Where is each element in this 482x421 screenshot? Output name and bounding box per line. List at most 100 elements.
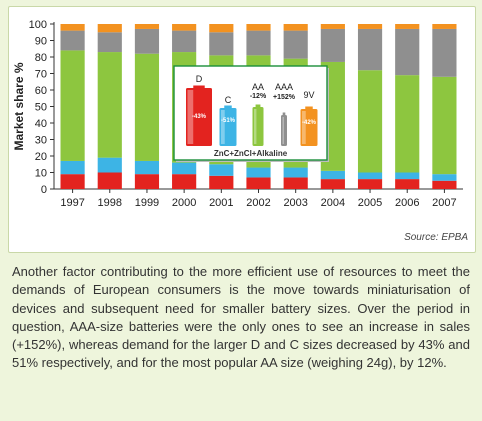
inset-battery-shine [302, 111, 306, 144]
bar-segment-1997-0 [60, 174, 85, 189]
y-axis-title: Market share % [12, 62, 26, 150]
bar-segment-2005-4 [357, 24, 383, 29]
bar-segment-2002-0 [246, 177, 271, 189]
y-tick-label: 0 [41, 184, 47, 196]
inset-battery-cap [282, 112, 286, 115]
x-tick-label: 2003 [283, 197, 307, 209]
inset-battery-shine [254, 109, 257, 144]
bar-segment-1999-1 [134, 160, 160, 175]
bar-segment-1997-4 [60, 24, 85, 31]
bar-segment-2001-4 [209, 24, 234, 33]
bar-segment-1998-3 [97, 32, 122, 53]
x-tick-label: 2005 [358, 197, 382, 209]
bar-segment-2005-3 [357, 28, 383, 71]
inset-battery-C [219, 108, 237, 146]
inset-label: AAA [275, 82, 293, 92]
y-tick-label: 100 [29, 19, 47, 31]
bar-segment-2000-4 [172, 24, 197, 31]
x-tick-label: 2002 [246, 197, 270, 209]
bar-segment-2004-0 [320, 179, 345, 189]
bar-segment-2006-0 [395, 179, 420, 189]
inset-battery-9V [300, 109, 318, 146]
bar-segment-2001-3 [209, 32, 234, 56]
bar-segment-2000-3 [172, 30, 197, 53]
inset-label: C [225, 95, 232, 105]
y-tick-label: 10 [35, 168, 47, 180]
x-tick-label: 2006 [395, 197, 419, 209]
y-tick-label: 60 [35, 85, 47, 97]
y-tick-label: 80 [35, 52, 47, 64]
market-share-chart: 0 10 20 30 40 50 60 70 80 90 100 Market share % 1997… [12, 19, 463, 209]
bar-segment-2003-3 [283, 30, 308, 59]
bar-segment-2006-2 [395, 75, 420, 173]
bar-segment-1997-1 [60, 160, 85, 175]
inset-change: -12% [250, 93, 267, 100]
bar-segment-1997-3 [60, 30, 85, 51]
bar-segment-2001-1 [209, 164, 234, 176]
inset-battery-cap [193, 85, 205, 88]
bar-segment-2005-1 [357, 172, 383, 180]
inset-battery-D [186, 88, 212, 146]
x-tick-label: 2007 [432, 197, 456, 209]
y-tick-label: 30 [35, 135, 47, 147]
bar-segment-1999-4 [134, 24, 160, 29]
inset-battery-cap [224, 105, 232, 108]
bar-segment-2006-1 [395, 172, 420, 180]
inset-footer: ZnC+ZnCl+Alkaline [214, 149, 288, 158]
inset-label: 9V [303, 90, 314, 100]
chart-frame: 0 10 20 30 40 50 60 70 80 90 100 Market share % 1997… [8, 6, 476, 253]
bar-segment-1999-2 [134, 53, 160, 161]
bar-segment-2000-0 [172, 174, 197, 189]
bar-segment-2000-1 [172, 162, 197, 175]
bar-segment-2003-4 [283, 24, 308, 31]
bar-segment-2006-3 [395, 28, 420, 76]
x-tick-label: 1998 [98, 197, 122, 209]
inset-label: D [196, 74, 203, 84]
bar-segment-2005-2 [357, 70, 383, 173]
bar-segment-2007-1 [432, 174, 457, 181]
inset-change: -51% [221, 118, 236, 124]
inset-battery-cap [255, 104, 261, 107]
bar-segment-2004-3 [320, 28, 345, 62]
bar-segment-2002-4 [246, 24, 271, 31]
bar-segment-2004-1 [320, 170, 345, 180]
bar-segment-2007-0 [432, 180, 457, 189]
bar-segment-2003-1 [283, 167, 308, 178]
bar-segment-2007-2 [432, 76, 457, 175]
body-paragraph: Another factor contributing to the more … [12, 264, 470, 371]
inset-label: AA [252, 82, 264, 92]
x-tick-label: 1997 [60, 197, 84, 209]
bar-segment-2001-0 [209, 175, 234, 189]
bar-segment-1998-0 [97, 172, 122, 189]
y-tick-label: 40 [35, 118, 47, 130]
inset-change: +152% [273, 94, 296, 101]
bar-segment-1998-1 [97, 157, 122, 173]
y-tick-label: 50 [35, 102, 47, 114]
inset-change: -42% [302, 120, 317, 126]
bar-segment-2002-1 [246, 167, 271, 178]
bar-segment-1999-0 [134, 174, 160, 189]
x-tick-label: 2000 [172, 197, 196, 209]
bar-segment-2002-3 [246, 30, 271, 56]
bar-segment-1998-4 [97, 24, 122, 33]
inset-battery-shine [282, 117, 284, 144]
y-tick-label: 70 [35, 69, 47, 81]
bar-segment-2007-3 [432, 28, 457, 77]
bar-segment-2006-4 [395, 24, 420, 29]
bar-segment-1999-3 [134, 28, 160, 54]
bar-segment-2004-4 [320, 24, 345, 29]
bar-segment-2007-4 [432, 24, 457, 29]
bar-segment-1997-2 [60, 50, 85, 161]
source-note: Source: EPBA [404, 232, 468, 243]
y-tick-label: 90 [35, 36, 47, 48]
inset-change: -43% [192, 114, 207, 120]
inset-legend: D -43% C -51% AA-12% AAA +152% 9V -42% ZnC+ZnCl+A… [173, 65, 329, 162]
inset-battery-shine [187, 90, 194, 144]
inset-battery-cap [305, 106, 313, 109]
bar-segment-1998-2 [97, 52, 122, 158]
inset-battery-shine [221, 110, 225, 144]
x-tick-label: 2004 [321, 197, 345, 209]
x-tick-label: 2001 [209, 197, 233, 209]
x-tick-label: 1999 [135, 197, 159, 209]
